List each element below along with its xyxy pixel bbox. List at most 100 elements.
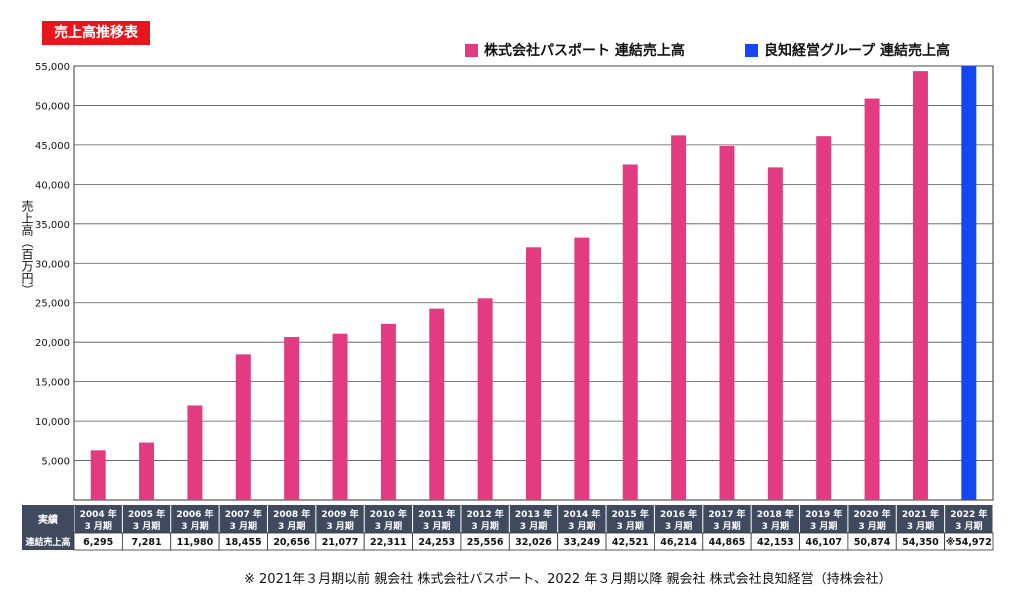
legend-label-rachi: 良知経営グループ 連結売上高 [764,43,951,59]
category-label-year: 2016 年 [660,508,697,520]
category-label-period: 3 月期 [326,520,353,532]
category-label-period: 3 月期 [858,520,885,532]
y-tick-label: 30,000 [35,259,70,270]
category-label-year: 2018 年 [757,508,794,520]
category-label-year: 2009 年 [321,508,358,520]
table-row-label: 連結売上高 [25,536,70,548]
category-label-year: 2014 年 [563,508,600,520]
value-label: 50,874 [854,537,891,548]
category-label-year: 2005 年 [128,508,165,520]
bar [864,98,880,500]
category-label-period: 3 月期 [278,520,305,532]
category-header-cell [751,505,800,533]
category-label-period: 3 月期 [520,520,547,532]
category-label-period: 3 月期 [375,520,402,532]
bar [235,354,251,500]
category-header-cell [509,505,558,533]
category-header-cell [267,505,316,533]
category-label-year: 2017 年 [708,508,745,520]
bar [380,323,396,500]
category-header-cell [74,505,122,533]
table-row-label-cell [22,533,74,550]
bar [719,145,735,500]
bar [429,308,445,500]
category-label-year: 2007 年 [225,508,262,520]
category-header-cell [413,505,461,533]
category-label-period: 3 月期 [568,520,595,532]
category-label-period: 3 月期 [617,520,644,532]
category-header-cell [219,505,267,533]
value-label: 33,249 [564,537,601,548]
category-label-year: 2022 年 [950,508,987,520]
value-label: 20,656 [273,537,310,548]
legend-item-rachi: 良知経営グループ 連結売上高 [745,40,950,60]
bar [912,71,928,500]
table-header-label-cell [22,505,74,533]
category-label-period: 3 月期 [907,520,934,532]
category-label-year: 2021 年 [902,508,939,520]
y-tick-label: 50,000 [35,101,70,112]
category-header-cell [654,505,703,533]
value-label: 46,107 [805,537,842,548]
category-header-cell [364,505,413,533]
bar [90,450,106,500]
table-header-label: 実績 [38,513,58,526]
y-tick-label: 10,000 [35,417,70,428]
category-header-cell [848,505,896,533]
value-label: 42,153 [757,537,794,548]
value-label: 18,455 [225,537,262,548]
bar [477,298,493,500]
category-label-period: 3 月期 [762,520,789,532]
category-label-year: 2012 年 [467,508,504,520]
legend-swatch-passport [465,43,478,57]
bar [816,136,832,500]
bar [284,337,300,500]
chart-title: 売上高推移表 [42,21,150,45]
category-label-period: 3 月期 [665,520,692,532]
value-label: 7,281 [132,537,162,548]
category-header-cell [461,505,509,533]
category-header-cell [896,505,945,533]
footnote: ※ 2021年３月期以前 親会社 株式会社パスポート、2022 年３月期以降 親… [244,572,892,587]
category-label-year: 2020 年 [853,508,890,520]
category-label-period: 3 月期 [471,520,498,532]
category-header-cell [316,505,364,533]
category-label-period: 3 月期 [423,520,450,532]
legend-label-passport: 株式会社パスポート 連結売上高 [484,43,685,59]
y-tick-label: 40,000 [35,180,70,191]
category-header-cell [800,505,848,533]
value-label: 54,350 [902,537,939,548]
category-header-cell [703,505,751,533]
value-label: 21,077 [322,537,359,548]
category-label-period: 3 月期 [230,520,257,532]
category-label-year: 2019 年 [805,508,842,520]
category-header-cell [606,505,654,533]
value-label: 22,311 [370,537,407,548]
bar [767,167,783,500]
category-label-year: 2004 年 [80,508,117,520]
y-tick-label: 45,000 [35,141,70,152]
category-label-year: 2011 年 [418,508,455,520]
category-label-period: 3 月期 [181,520,208,532]
value-label: 42,521 [612,537,649,548]
y-tick-label: 25,000 [35,299,70,310]
category-label-period: 3 月期 [84,520,111,532]
value-label: 44,865 [709,537,746,548]
value-label: 46,214 [660,537,697,548]
category-header-cell [122,505,171,533]
bar [139,442,155,500]
category-label-year: 2006 年 [176,508,213,520]
value-cell [944,532,994,551]
bar [332,333,348,500]
category-label-year: 2010 年 [370,508,407,520]
legend-item-passport: 株式会社パスポート 連結売上高 [465,40,685,60]
value-label: 24,253 [418,537,455,548]
category-label-year: 2008 年 [273,508,310,520]
category-label-period: 3 月期 [955,520,982,532]
y-tick-label: 35,000 [35,220,70,231]
y-tick-label: 55,000 [35,62,70,73]
bar [574,237,590,500]
category-label-year: 2013 年 [515,508,552,520]
bar [961,66,977,500]
